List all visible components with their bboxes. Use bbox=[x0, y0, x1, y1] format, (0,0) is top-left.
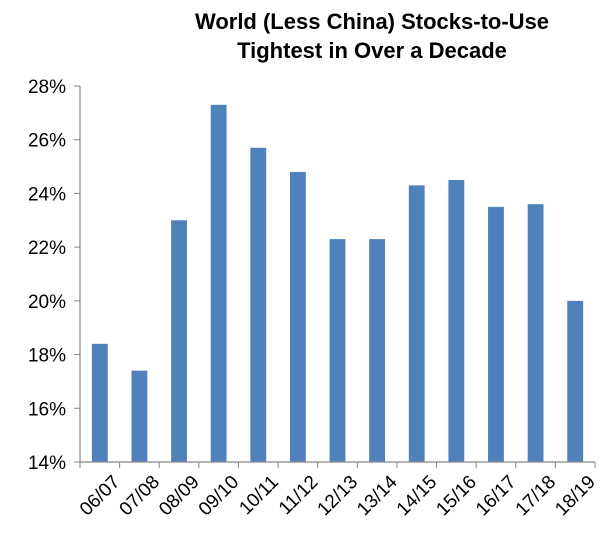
bar-12-13 bbox=[329, 239, 346, 462]
x-tick-label: 07/08 bbox=[116, 472, 164, 520]
bar-series bbox=[91, 104, 584, 463]
chart-title-line-1: World (Less China) Stocks-to-Use bbox=[195, 9, 549, 34]
x-tick-label: 11/12 bbox=[275, 472, 322, 519]
bar-15-16 bbox=[448, 180, 465, 462]
chart-title-line-2: Tightest in Over a Decade bbox=[237, 38, 507, 63]
x-tick-label: 17/18 bbox=[512, 472, 560, 520]
x-tick-label: 14/15 bbox=[393, 472, 441, 520]
bar-14-15 bbox=[408, 185, 425, 462]
bar-18-19 bbox=[567, 300, 584, 462]
x-tick-label: 15/16 bbox=[432, 472, 480, 520]
x-tick-label: 12/13 bbox=[314, 472, 362, 520]
x-tick-label: 13/14 bbox=[353, 471, 402, 520]
x-tick-label: 06/07 bbox=[76, 472, 124, 520]
y-tick-label: 24% bbox=[28, 184, 66, 205]
y-tick-label: 28% bbox=[28, 77, 66, 98]
x-axis-ticks: 06/0707/0808/0909/1010/1111/1212/1313/14… bbox=[76, 462, 600, 520]
y-tick-label: 14% bbox=[28, 453, 66, 474]
bar-08-09 bbox=[171, 220, 187, 462]
y-tick-label: 26% bbox=[28, 131, 66, 152]
x-tick-label: 08/09 bbox=[155, 472, 203, 520]
x-tick-label: 18/19 bbox=[551, 472, 599, 520]
y-axis-ticks: 14% 16% 18% 20% 22% 24% 26% 28% bbox=[28, 77, 80, 474]
bar-16-17 bbox=[488, 206, 504, 462]
axes bbox=[79, 86, 595, 463]
y-tick-label: 16% bbox=[28, 399, 66, 420]
y-tick-label: 18% bbox=[28, 346, 66, 367]
bar-13-14 bbox=[369, 239, 386, 462]
bar-09-10 bbox=[210, 104, 227, 463]
bar-06-07 bbox=[91, 343, 108, 462]
bar-17-18 bbox=[527, 204, 544, 462]
y-tick-label: 20% bbox=[28, 292, 66, 313]
x-tick-label: 10/11 bbox=[235, 472, 282, 519]
bar-10-11 bbox=[250, 147, 267, 462]
bar-07-08 bbox=[131, 370, 148, 462]
x-tick-label: 16/17 bbox=[472, 472, 520, 520]
bar-11-12 bbox=[289, 171, 306, 462]
x-tick-label: 09/10 bbox=[195, 472, 243, 520]
y-tick-label: 22% bbox=[28, 238, 66, 259]
